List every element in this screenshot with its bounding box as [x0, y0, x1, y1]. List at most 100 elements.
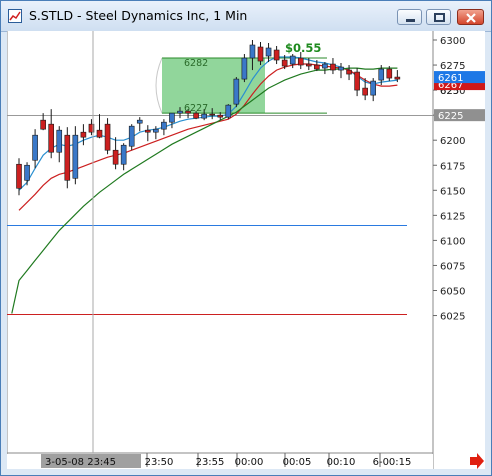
- candle-body: [145, 129, 151, 133]
- box-low-label: 6227: [184, 103, 208, 114]
- candle-body: [225, 104, 232, 118]
- candle[interactable]: [370, 78, 377, 102]
- candle[interactable]: [338, 63, 344, 79]
- candle-body: [112, 149, 119, 165]
- chart-area[interactable]: 6300 6275 6250 6225 6200 6175 6150 6125 6100 6075…: [7, 31, 485, 469]
- time-axis-label: 00:05: [283, 457, 312, 468]
- candle[interactable]: [281, 55, 288, 70]
- candle[interactable]: [161, 119, 167, 136]
- candle[interactable]: [48, 109, 55, 159]
- time-axis-label: 00:10: [327, 457, 356, 468]
- minimize-button[interactable]: [397, 9, 422, 25]
- candle[interactable]: [136, 117, 143, 132]
- candle[interactable]: [72, 126, 79, 185]
- gain-label: $0.55: [285, 41, 321, 55]
- candle[interactable]: [153, 126, 159, 140]
- candle[interactable]: [225, 104, 232, 120]
- candle[interactable]: [305, 58, 312, 71]
- candle-body: [241, 57, 248, 80]
- candle-body: [297, 57, 304, 66]
- candle[interactable]: [273, 46, 280, 65]
- candle[interactable]: [233, 77, 240, 108]
- time-axis-label: 23:55: [196, 457, 225, 468]
- candle-body: [394, 76, 401, 80]
- candle-body: [104, 123, 111, 151]
- candle[interactable]: [249, 40, 256, 71]
- price-tick-label: 6050: [440, 287, 465, 298]
- candle-body: [322, 63, 328, 69]
- candle[interactable]: [354, 68, 360, 97]
- candle[interactable]: [362, 78, 368, 101]
- candle-body: [24, 164, 30, 181]
- time-axis-label: 6-00:15: [373, 457, 412, 468]
- price-tick-label: 6125: [440, 211, 465, 222]
- candle[interactable]: [322, 62, 328, 75]
- candle[interactable]: [289, 54, 296, 69]
- candle[interactable]: [193, 111, 199, 120]
- candle[interactable]: [265, 43, 272, 63]
- candle[interactable]: [394, 70, 401, 83]
- candle-body: [289, 55, 296, 65]
- time-cursor-box: [41, 454, 141, 468]
- candle[interactable]: [112, 137, 119, 170]
- maximize-button[interactable]: [426, 9, 451, 25]
- candle-body: [370, 80, 377, 96]
- candle-body: [386, 68, 393, 79]
- candle-body: [338, 66, 344, 71]
- candle[interactable]: [330, 58, 336, 75]
- price-chart[interactable]: 6300 6275 6250 6225 6200 6175 6150 6125 6100 6075…: [7, 31, 485, 469]
- candle[interactable]: [40, 113, 46, 131]
- measure-box[interactable]: [162, 58, 265, 114]
- candle[interactable]: [128, 124, 135, 151]
- candle[interactable]: [96, 114, 103, 139]
- candle[interactable]: [64, 127, 71, 189]
- candle[interactable]: [217, 112, 224, 121]
- candle[interactable]: [88, 119, 95, 136]
- candle-body: [120, 144, 127, 165]
- candle[interactable]: [386, 66, 393, 82]
- candle-body: [281, 59, 288, 67]
- red-arrow-right-icon[interactable]: [470, 453, 484, 469]
- candle-body: [314, 64, 320, 70]
- candle[interactable]: [297, 52, 304, 70]
- candle[interactable]: [314, 60, 320, 72]
- candle[interactable]: [257, 42, 264, 66]
- candle-body: [330, 63, 336, 71]
- price-tag-crosshair[interactable]: [434, 109, 485, 122]
- candle[interactable]: [145, 125, 151, 142]
- candle[interactable]: [346, 65, 352, 81]
- time-axis-label: 3-05-08 23:45: [45, 457, 116, 468]
- candle[interactable]: [56, 126, 63, 163]
- candle[interactable]: [24, 162, 30, 186]
- price-axis[interactable]: [434, 31, 485, 469]
- candle[interactable]: [185, 109, 191, 119]
- close-button[interactable]: [457, 9, 484, 25]
- candle-body: [257, 46, 264, 62]
- price-tick-label: 6275: [440, 61, 465, 72]
- time-axis-label: 23:50: [145, 457, 174, 468]
- candle[interactable]: [201, 109, 207, 121]
- price-tag-last-label: 6261: [438, 73, 463, 84]
- candle-body: [201, 113, 207, 119]
- candle-body: [273, 49, 280, 61]
- price-tag-last[interactable]: [434, 71, 485, 84]
- candle[interactable]: [209, 108, 215, 120]
- box-high-label: 6282: [184, 58, 208, 69]
- candle[interactable]: [80, 124, 87, 146]
- candle[interactable]: [169, 112, 175, 129]
- candle[interactable]: [241, 54, 248, 83]
- measure-box-arc: [155, 57, 163, 114]
- candle-body: [217, 114, 224, 118]
- candle-body: [354, 71, 360, 91]
- title-bar[interactable]: S.STLD - Steel Dynamics Inc, 1 Min: [1, 1, 491, 32]
- candle[interactable]: [120, 143, 127, 171]
- candle[interactable]: [104, 118, 111, 155]
- candle-body: [185, 110, 191, 114]
- price-tag-red-label: 6267: [438, 80, 463, 91]
- price-tick-label: 6075: [440, 261, 465, 272]
- candle-body: [177, 110, 183, 114]
- candle[interactable]: [378, 65, 385, 86]
- candle[interactable]: [32, 129, 38, 169]
- candle[interactable]: [16, 158, 22, 196]
- candle[interactable]: [177, 107, 183, 119]
